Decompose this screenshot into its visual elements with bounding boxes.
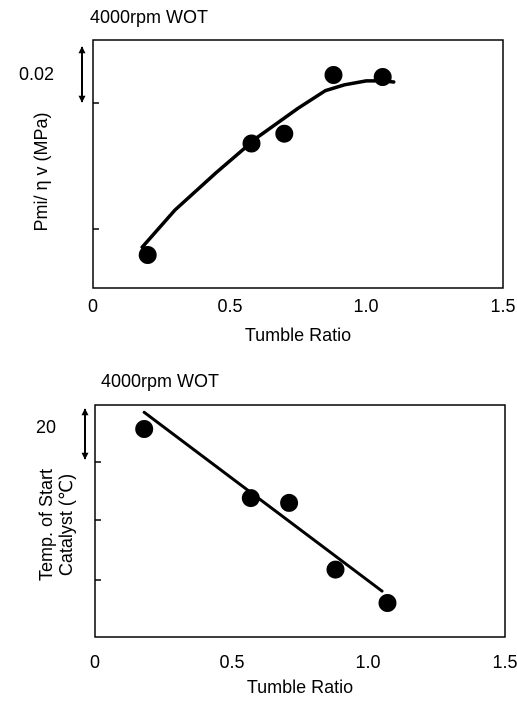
top-data-point: [242, 134, 261, 153]
bottom-x-tick-label: 1.0: [355, 652, 380, 672]
bottom-trend-line: [142, 410, 384, 593]
bottom-data-marks: [135, 410, 397, 612]
bottom-x-tick-label: 0: [90, 652, 100, 672]
bottom-plot-frame: [94, 404, 506, 638]
bottom-scale-label: 20: [36, 417, 56, 437]
bottom-x-tick-labels: 0 0.5 1.0 1.5: [90, 652, 517, 672]
top-x-tick-label: 1.5: [490, 296, 515, 316]
top-data-marks: [138, 66, 396, 264]
top-trend-line: [140, 79, 396, 249]
bottom-chart-title: 4000rpm WOT: [101, 371, 219, 391]
top-data-point: [373, 68, 392, 86]
bottom-y-axis-label-line-2: Catalyst (℃): [56, 474, 76, 576]
bottom-data-point: [326, 560, 345, 579]
top-x-axis-label: Tumble Ratio: [245, 325, 351, 345]
top-chart-title: 4000rpm WOT: [90, 7, 208, 27]
bottom-data-point: [378, 594, 397, 612]
top-y-axis-label: Pmi/ η v (MPa): [31, 112, 51, 231]
bottom-x-axis-label: Tumble Ratio: [247, 677, 353, 697]
top-x-tick-label: 0: [88, 296, 98, 316]
top-x-tick-labels: 0 0.5 1.0 1.5: [88, 296, 516, 316]
top-x-tick-label: 0.5: [217, 296, 242, 316]
top-chart: 4000rpm WOT 0.02 Pmi/ η v (MPa) 0 0.5 1.…: [19, 7, 516, 345]
top-data-point: [324, 66, 343, 84]
top-data-point: [275, 124, 294, 143]
bottom-x-tick-label: 0.5: [219, 652, 244, 672]
bottom-x-tick-label: 1.5: [492, 652, 517, 672]
top-scale-label: 0.02: [19, 64, 54, 84]
bottom-data-point: [135, 420, 154, 438]
bottom-chart: 4000rpm WOT 20 Temp. of Start Catalyst (…: [36, 371, 517, 697]
bottom-data-point: [280, 493, 299, 512]
top-x-tick-label: 1.0: [353, 296, 378, 316]
top-data-point: [138, 246, 157, 264]
top-plot-frame: [92, 39, 504, 289]
bottom-data-point: [241, 489, 260, 508]
bottom-y-axis-label-line-1: Temp. of Start: [36, 469, 56, 581]
